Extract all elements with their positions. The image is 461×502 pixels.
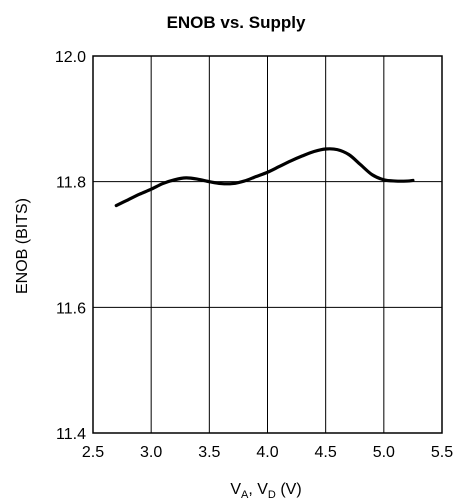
grid <box>92 55 443 434</box>
x-tick-label-4: 4.5 <box>315 444 337 461</box>
x-tick-label-3: 4.0 <box>256 444 278 461</box>
y-tick-label-1: 11.6 <box>56 300 86 317</box>
x-axis-label-va-sub: A <box>241 489 249 501</box>
series-line-0 <box>114 147 415 208</box>
chart-title: ENOB vs. Supply <box>167 13 306 32</box>
series-layer <box>114 147 415 208</box>
x-axis-label-vd: V <box>257 481 268 498</box>
y-tick-label-2: 11.8 <box>56 175 86 192</box>
y-tick-label-0: 11.4 <box>56 426 86 443</box>
x-axis-label-vd-sub: D <box>268 489 276 501</box>
x-tick-label-0: 2.5 <box>82 444 104 461</box>
x-tick-labels: 2.5 3.0 3.5 4.0 4.5 5.0 5.5 <box>82 444 453 461</box>
x-axis-label-va: V <box>230 481 241 498</box>
x-tick-label-2: 3.5 <box>198 444 220 461</box>
x-tick-label-5: 5.0 <box>373 444 395 461</box>
y-axis-label: ENOB (BITS) <box>14 198 31 294</box>
plot-frame <box>92 55 443 434</box>
x-axis-label: VA, VD (V) <box>230 481 301 501</box>
x-axis-label-unit: (V) <box>276 481 302 498</box>
y-tick-label-3: 12.0 <box>55 49 86 66</box>
y-tick-labels: 11.4 11.6 11.8 12.0 <box>55 49 86 443</box>
x-tick-label-1: 3.0 <box>140 444 162 461</box>
x-tick-label-6: 5.5 <box>431 444 453 461</box>
x-axis-label-sep: , <box>248 481 257 498</box>
